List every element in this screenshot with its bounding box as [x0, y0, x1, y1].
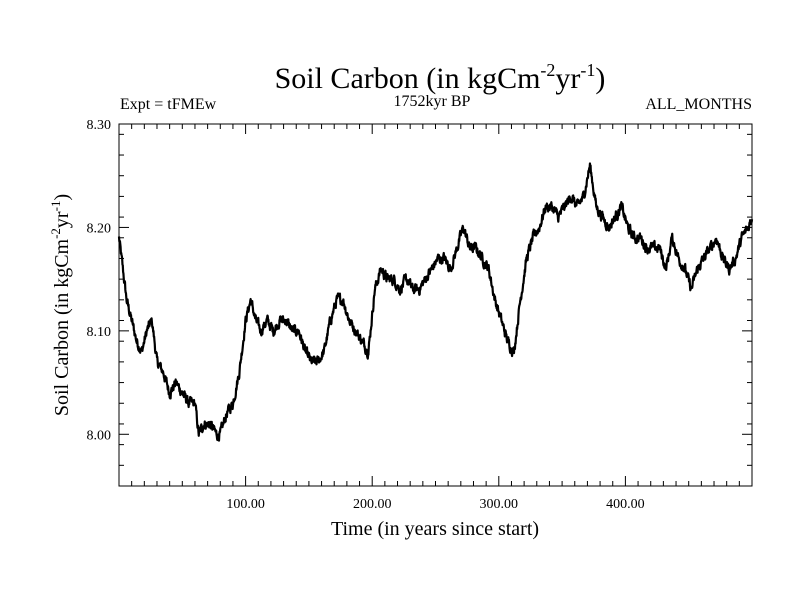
experiment-label: Expt = tFMEw — [120, 96, 217, 113]
x-tick-label: 300.00 — [480, 497, 519, 512]
y-tick-label: 8.30 — [87, 118, 112, 133]
x-tick-label: 100.00 — [226, 497, 265, 512]
x-axis-label: Time (in years since start) — [331, 518, 539, 540]
period-label: 1752kyr BP — [394, 93, 471, 110]
x-tick-label: 200.00 — [353, 497, 392, 512]
chart-title-mid: yr — [555, 62, 580, 95]
y-axis-label-mid: yr — [51, 211, 73, 228]
y-tick-label: 8.00 — [87, 428, 112, 443]
axis-tick-labels: 100.00 200.00 300.00 400.00 8.00 8.10 8.20 8.30 — [87, 118, 645, 512]
chart-title-sup1: -2 — [540, 60, 555, 80]
y-axis-label-main: Soil Carbon (in kgCm — [51, 238, 73, 416]
y-axis-label-sup2: -1 — [48, 201, 63, 212]
chart-title: Soil Carbon (in kgCm-2yr-1) — [275, 60, 606, 95]
axis-ticks — [119, 124, 752, 486]
series-line-soil-carbon — [119, 164, 752, 441]
chart-title-sup2: -1 — [580, 60, 595, 80]
y-tick-label: 8.20 — [87, 221, 112, 236]
y-axis-label: Soil Carbon (in kgCm-2yr-1) — [48, 194, 73, 416]
chart-title-main: Soil Carbon (in kgCm — [275, 62, 541, 95]
line-chart: Soil Carbon (in kgCm-2yr-1) Expt = tFMEw… — [0, 0, 800, 600]
y-axis-label-sup1: -2 — [48, 228, 63, 239]
y-tick-label: 8.10 — [87, 325, 112, 340]
plot-frame — [119, 124, 752, 486]
months-label: ALL_MONTHS — [645, 96, 752, 113]
chart-title-end: ) — [595, 62, 605, 95]
x-tick-label: 400.00 — [606, 497, 645, 512]
y-axis-label-end: ) — [51, 194, 73, 201]
